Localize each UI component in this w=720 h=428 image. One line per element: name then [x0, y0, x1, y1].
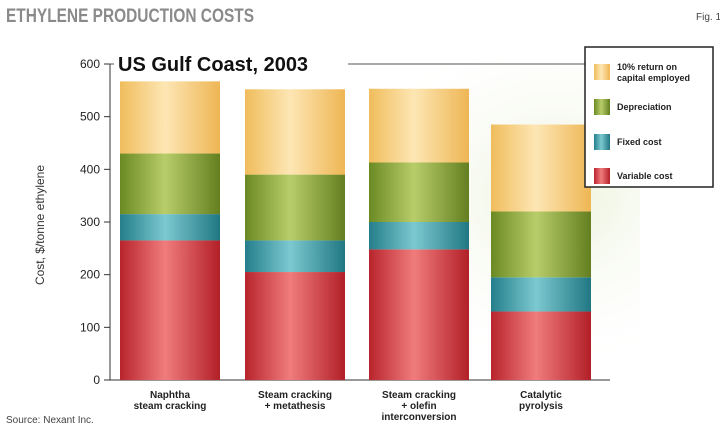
legend-label: 10% return on capital employed	[617, 62, 690, 83]
category-label-line: Catalytic	[520, 390, 562, 401]
legend-label-line: capital employed	[617, 73, 690, 83]
category-label-line: pyrolysis	[519, 401, 563, 412]
category-label-line: + metathesis	[265, 401, 326, 412]
legend-label: Depreciation	[617, 102, 672, 112]
category-label-line: Steam cracking	[382, 390, 456, 401]
category-label-line: Steam cracking	[258, 390, 332, 401]
subtitle-backdrop	[114, 50, 348, 76]
bar-segment-fixed	[245, 240, 345, 273]
bar-segment-fixed	[120, 214, 220, 241]
y-tick-label: 500	[80, 110, 100, 124]
bar-segment-depreciation	[491, 211, 591, 278]
category-label-line: steam cracking	[134, 401, 207, 412]
y-tick-label: 600	[80, 57, 100, 71]
legend-label-line: 10% return on	[617, 62, 677, 72]
y-ticks: 0 100 200 300 400 500 600	[80, 57, 110, 387]
bars-layer	[120, 81, 591, 380]
chart-subtitle: US Gulf Coast, 2003	[118, 54, 308, 76]
bar-segment-return	[120, 81, 220, 154]
legend-label: Variable cost	[617, 171, 673, 181]
legend-swatch-return	[594, 64, 610, 80]
y-tick-label: 100	[80, 320, 100, 334]
legend-label: Fixed cost	[617, 137, 662, 147]
bar-segment-return	[245, 89, 345, 175]
category-label-line: Naphtha	[150, 390, 190, 401]
bar-segment-return	[369, 88, 469, 163]
bar-segment-fixed	[491, 277, 591, 312]
category-label: Steam cracking + metathesis	[258, 390, 332, 412]
bar-segment-depreciation	[369, 162, 469, 222]
bar-segment-fixed	[369, 222, 469, 250]
y-tick-label: 400	[80, 162, 100, 176]
source-note: Source: Nexant Inc.	[6, 415, 94, 426]
figure-number: Fig. 1	[696, 12, 720, 23]
legend-label-line: Fixed cost	[617, 137, 662, 147]
legend-label-line: Variable cost	[617, 171, 673, 181]
category-label-line: + olefin	[401, 401, 436, 412]
category-label: Catalytic pyrolysis	[519, 390, 563, 412]
legend-swatch-fixed	[594, 134, 610, 150]
y-tick-label: 0	[93, 373, 100, 387]
bar-segment-variable	[120, 240, 220, 380]
bar-segment-variable	[369, 249, 469, 380]
bar-segment-depreciation	[245, 174, 345, 241]
bar-segment-depreciation	[120, 153, 220, 215]
bar-segment-variable	[245, 272, 345, 380]
legend-swatch-variable	[594, 168, 610, 184]
category-label: Steam cracking + olefin interconversion	[381, 390, 456, 423]
y-tick-label: 200	[80, 268, 100, 282]
bar-segment-variable	[491, 311, 591, 380]
bar-segment-return	[491, 124, 591, 212]
legend-swatch-depreciation	[594, 99, 610, 115]
legend: 10% return on capital employed Depreciatio…	[594, 62, 690, 184]
y-axis-label: Cost, $/tonne ethylene	[33, 165, 47, 285]
legend-label-line: Depreciation	[617, 102, 672, 112]
figure-title: ETHYLENE PRODUCTION COSTS	[6, 6, 254, 27]
y-tick-label: 300	[80, 215, 100, 229]
category-label: Naphtha steam cracking	[134, 390, 207, 412]
category-label-line: interconversion	[381, 412, 456, 423]
